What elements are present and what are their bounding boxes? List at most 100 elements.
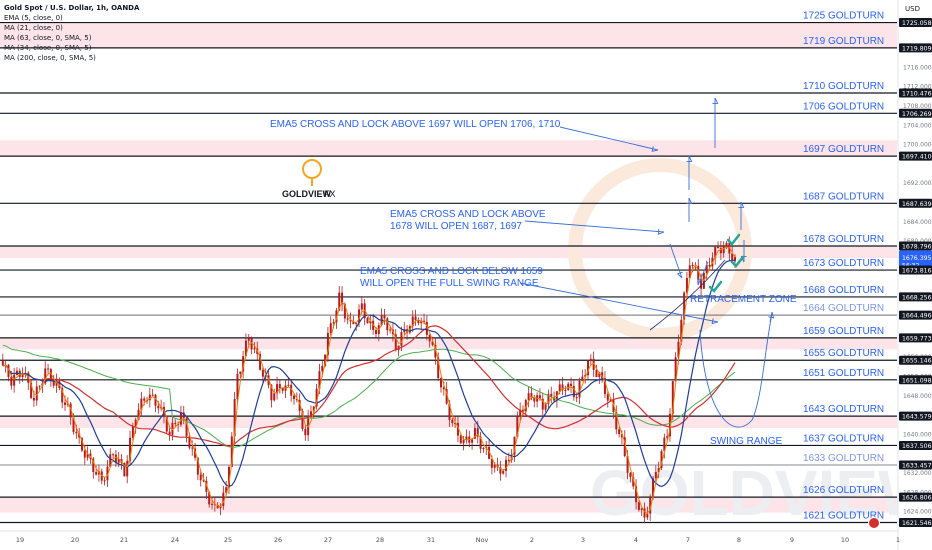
candle-body <box>663 437 666 452</box>
candle-body <box>112 454 115 456</box>
time-tick-label: 2 <box>530 536 534 544</box>
candle-body <box>281 388 284 391</box>
candle-body <box>674 357 677 382</box>
candle-body <box>564 389 567 391</box>
arrow-to-1678-head <box>657 228 665 235</box>
candle-body <box>83 450 86 458</box>
price-tag-label: 1706.269 <box>902 111 932 118</box>
candle-body <box>479 436 482 449</box>
arrow-up-1687b-head <box>738 201 745 208</box>
candle-body <box>389 329 392 331</box>
goldview-logo: GOLDVIEW FX <box>282 159 336 199</box>
candle-body <box>584 375 587 377</box>
candle-body <box>561 384 564 391</box>
legend-ma34[interactable]: MA (34, close, 0, SMA, 5) <box>4 44 92 52</box>
candle-body <box>146 400 148 402</box>
price-tick-label: 1632.000 <box>903 470 932 477</box>
retracement-zone-label: RETRACEMENT ZONE <box>690 294 797 305</box>
time-tick-label: 10 <box>841 536 849 544</box>
swing-range-curve <box>699 313 773 428</box>
candle-body <box>270 385 273 401</box>
candle-body <box>618 429 621 435</box>
candle-body <box>179 412 182 425</box>
time-tick-label: 19 <box>16 536 24 544</box>
time-tick-label: 9 <box>790 536 794 544</box>
candle-body <box>431 341 434 345</box>
price-tick-label: 1624.000 <box>903 509 932 516</box>
candle-body <box>734 256 736 262</box>
projection-line <box>649 259 726 331</box>
time-tick-label: 7 <box>686 536 690 544</box>
candle-body <box>329 323 332 333</box>
candle-body <box>236 373 239 400</box>
candle-body <box>304 428 307 436</box>
price-tag-label: 1655.146 <box>902 358 932 365</box>
ma63-line <box>2 325 736 447</box>
price-tick-label: 1640.000 <box>903 431 932 438</box>
candle-body <box>171 422 174 435</box>
price-tag <box>899 518 932 528</box>
zones-layer <box>0 22 897 513</box>
arrow-to-1678 <box>524 220 665 233</box>
legend-ma21[interactable]: MA (21, close, 0) <box>4 24 63 32</box>
candle-body <box>646 513 649 518</box>
candle-body <box>259 353 262 370</box>
level-label: 1687 GOLDTURN <box>803 191 884 202</box>
level-zone <box>0 416 897 429</box>
price-tag-label: 1664.496 <box>902 313 932 320</box>
price-tag-label: 1673.816 <box>902 268 932 275</box>
time-axis[interactable]: 19 20 21 24 25 26 27 28 31 Nov 2 3 4 7 8 9 10 1 <box>0 530 900 544</box>
candle-body <box>315 388 318 407</box>
candle-body <box>688 265 691 278</box>
candle-body <box>208 491 211 505</box>
candle-body <box>49 369 52 382</box>
candle-body <box>75 431 78 434</box>
price-tag-label: 1678.796 <box>902 244 932 251</box>
symbol-title[interactable]: Gold Spot / U.S. Dollar, 1h, OANDA <box>4 4 140 12</box>
arrow-up-1710-head <box>712 97 719 104</box>
candle-body <box>10 376 13 386</box>
candle-body <box>276 384 279 394</box>
candle-body <box>321 365 324 372</box>
swing-range-head-head <box>768 311 775 319</box>
candle-body <box>199 474 202 481</box>
arrow-down-retrace-head <box>676 271 683 279</box>
candle-body <box>47 368 50 370</box>
price-tag <box>899 492 932 502</box>
candle-body <box>86 453 89 458</box>
price-tick-label: 1712.000 <box>903 84 932 91</box>
candle-body <box>623 437 626 457</box>
level-zone <box>0 140 897 157</box>
price-tag <box>899 18 932 28</box>
level-labels-layer: 1725 GOLDTURN 1719 GOLDTURN 1710 GOLDTURN 1… <box>803 11 884 522</box>
candle-body <box>239 371 242 374</box>
legend-ma200[interactable]: MA (200, close, 0, SMA, 5) <box>4 54 96 62</box>
candle-body <box>671 381 674 414</box>
arrow-down-1673-head <box>740 256 747 263</box>
level-label: 1719 GOLDTURN <box>803 36 884 47</box>
candle-body <box>383 315 386 319</box>
candle-body <box>126 460 129 477</box>
candle-body <box>165 416 168 432</box>
candle-body <box>558 384 561 392</box>
candle-body <box>609 399 612 401</box>
candle-body <box>309 411 312 417</box>
candle-body <box>592 358 595 370</box>
candle-body <box>488 446 491 459</box>
candle-body <box>352 321 355 325</box>
candle-body <box>386 318 389 331</box>
candle-body <box>524 400 527 412</box>
candle-body <box>451 419 454 424</box>
candle-body <box>30 382 33 398</box>
price-axis[interactable]: 1624.0001628.0001632.0001640.0001648.000… <box>897 0 932 550</box>
candle-body <box>290 384 293 396</box>
candle-body <box>244 340 247 357</box>
us-flag-icon[interactable] <box>868 517 880 529</box>
price-tag <box>899 375 932 385</box>
legend-ma63[interactable]: MA (63, close, 0, SMA, 5) <box>4 34 92 42</box>
candle-body <box>332 322 335 324</box>
price-tag-label: 1633.457 <box>902 463 932 470</box>
candle-body <box>168 431 171 435</box>
legend-ema5[interactable]: EMA (5, close, 0) <box>4 14 63 22</box>
